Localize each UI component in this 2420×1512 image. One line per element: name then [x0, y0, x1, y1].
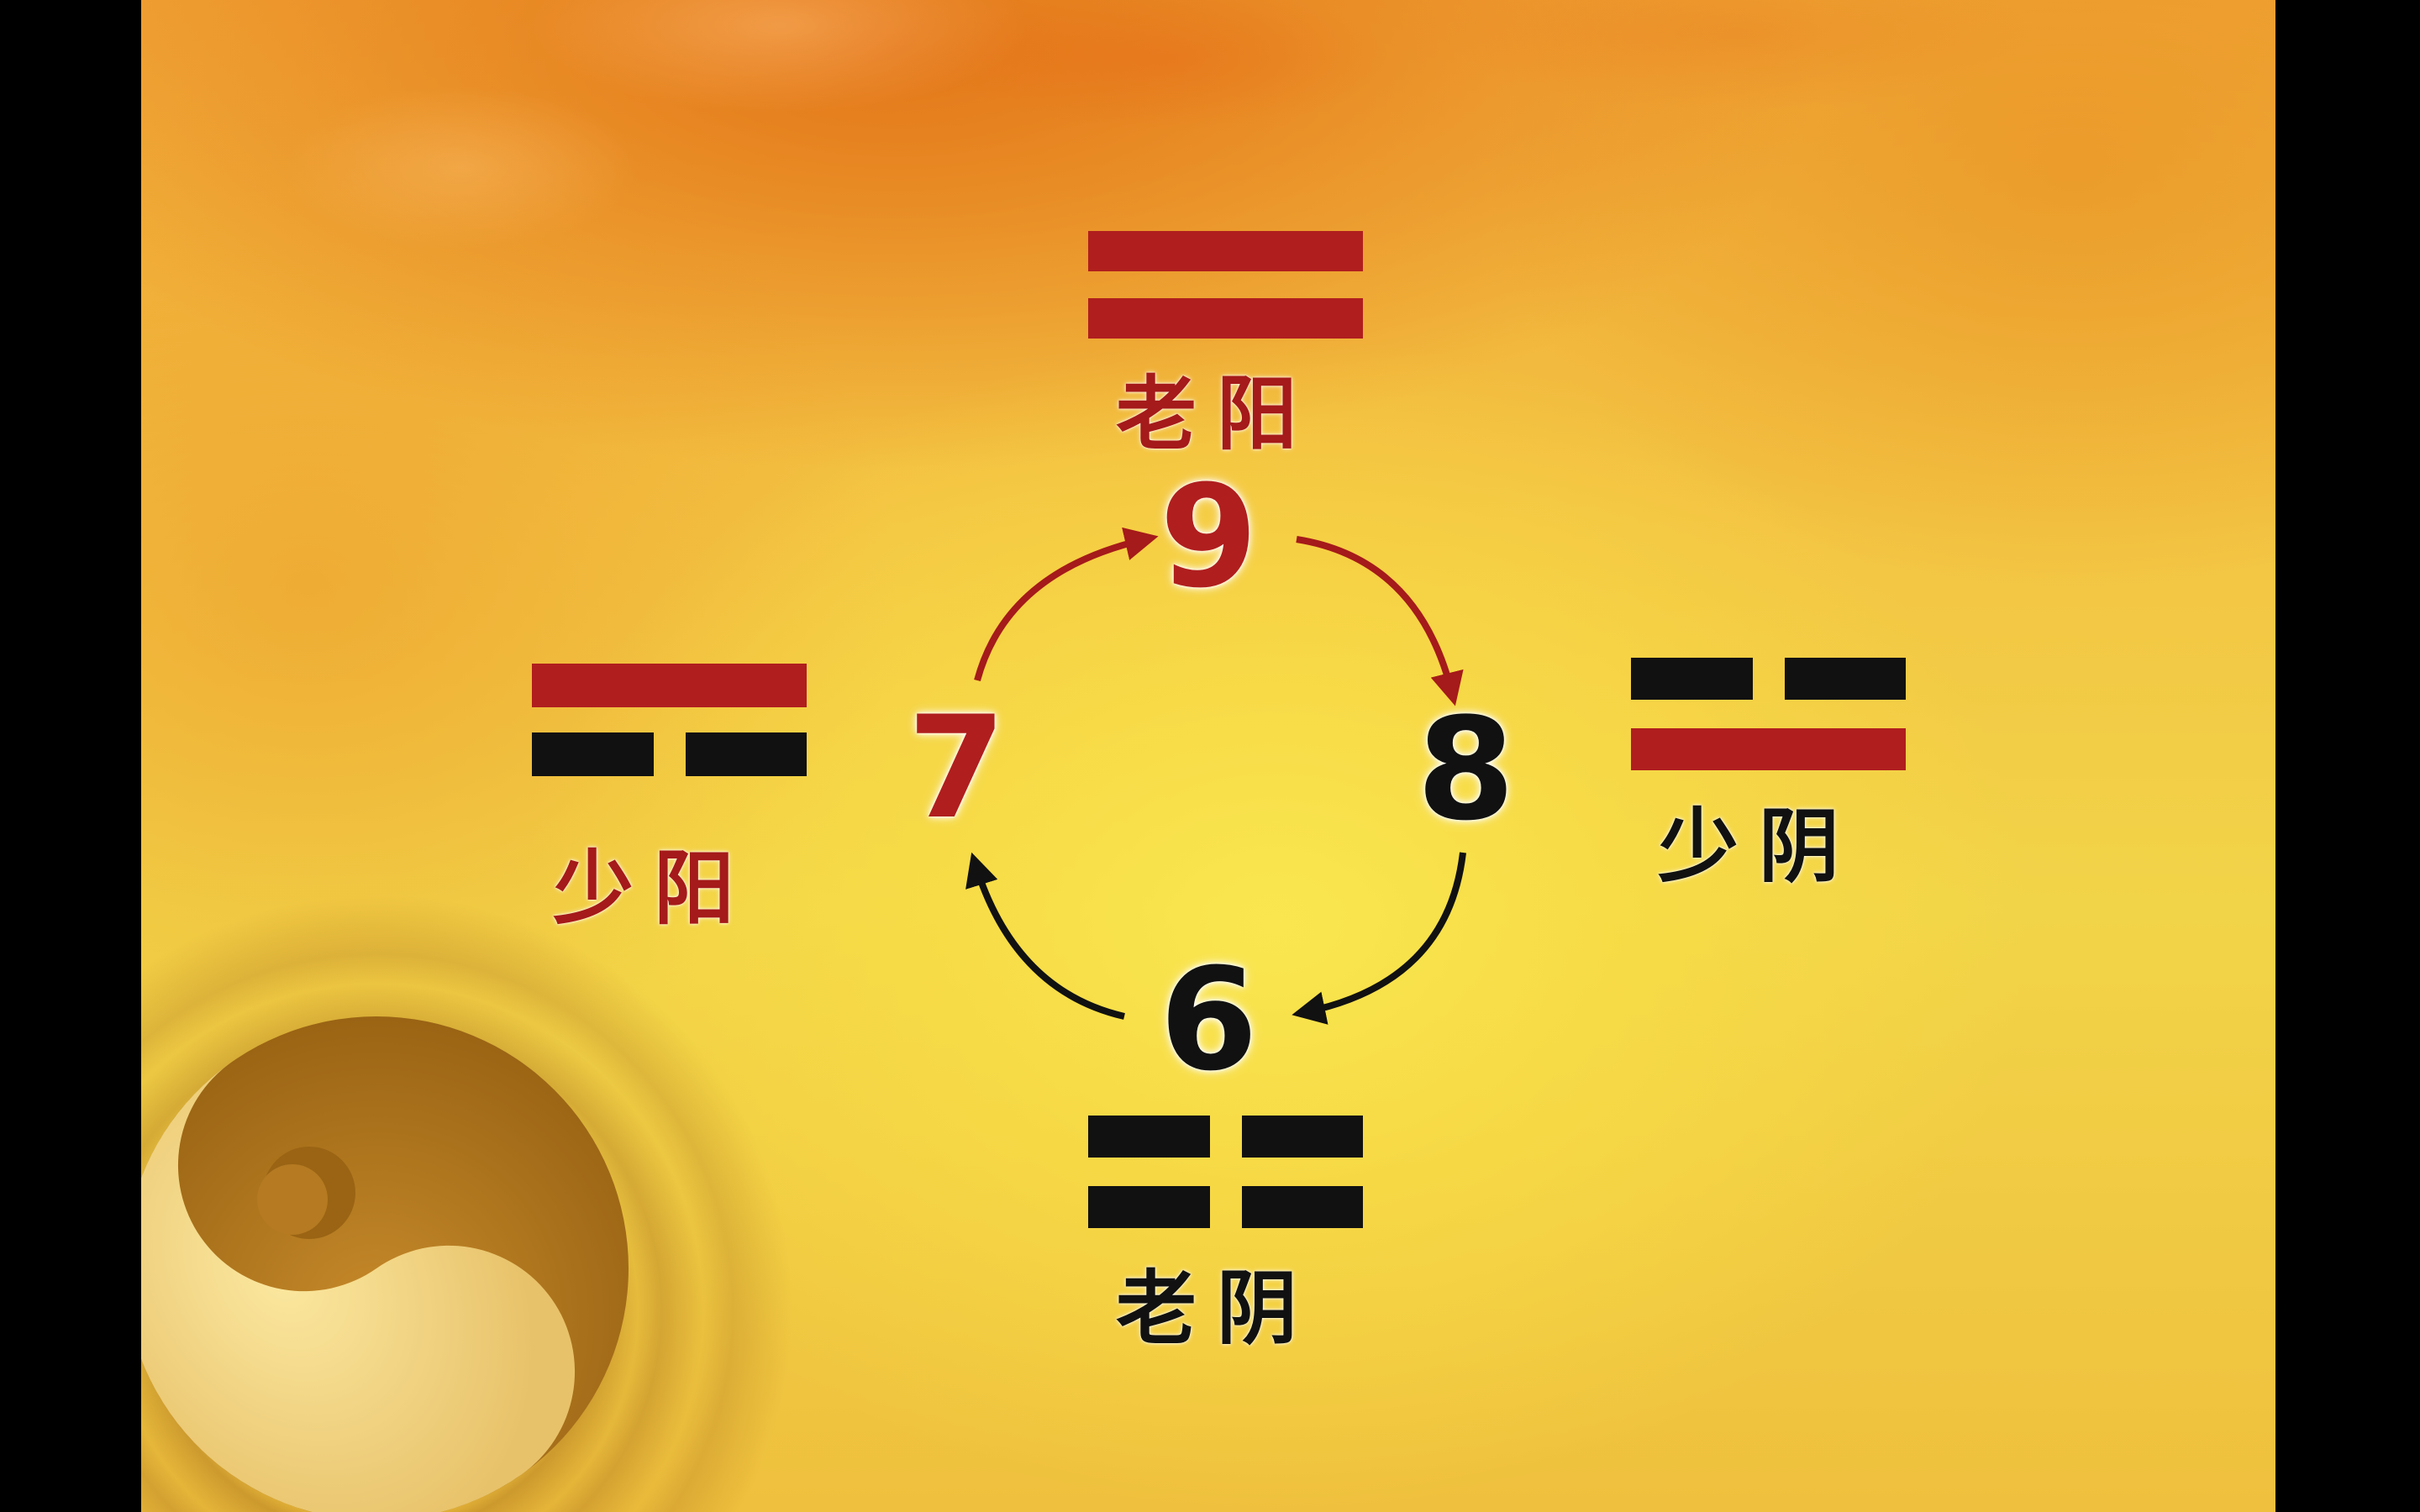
taiji-icon [141, 1016, 629, 1512]
cloud-texture [141, 0, 2275, 353]
arrow-6-to-7 [965, 852, 1125, 1020]
yin-line-right [1242, 1116, 1363, 1158]
young-yang-number: 7 [908, 685, 1006, 850]
yin-line-right [1242, 1186, 1363, 1228]
arrow-9-to-8 [1296, 536, 1464, 706]
yang-line [1631, 728, 1906, 770]
slide-canvas: 老阳 少阴 少阳 老阴 9 8 6 [141, 0, 2275, 1512]
cycle-arrows [965, 527, 1466, 1025]
arrow-7-to-9 [974, 527, 1159, 682]
yang-line [1088, 231, 1363, 271]
old-yang-number: 9 [1160, 454, 1258, 619]
yang-line [532, 664, 807, 707]
yin-line-left [1088, 1186, 1210, 1228]
young-yin-label: 少阴 [1658, 800, 1860, 894]
yin-line-right [686, 732, 807, 776]
old-yin-symbol [1088, 1116, 1363, 1228]
yang-line [1088, 298, 1363, 339]
yin-line-right [1785, 658, 1906, 700]
old-yin-number: 6 [1160, 937, 1258, 1102]
arrow-8-to-6 [1292, 852, 1466, 1025]
young-yin-number: 8 [1417, 687, 1515, 852]
old-yang-symbol [1088, 231, 1363, 340]
young-yang-symbol [532, 664, 807, 776]
yin-line-left [532, 732, 654, 776]
old-yang-label: 老阳 [1116, 367, 1318, 461]
young-yang-label: 少阳 [553, 842, 755, 936]
yin-line-left [1088, 1116, 1210, 1158]
yin-line-left [1631, 658, 1753, 700]
old-yin-label: 老阴 [1116, 1262, 1318, 1356]
young-yin-symbol [1631, 658, 1906, 770]
